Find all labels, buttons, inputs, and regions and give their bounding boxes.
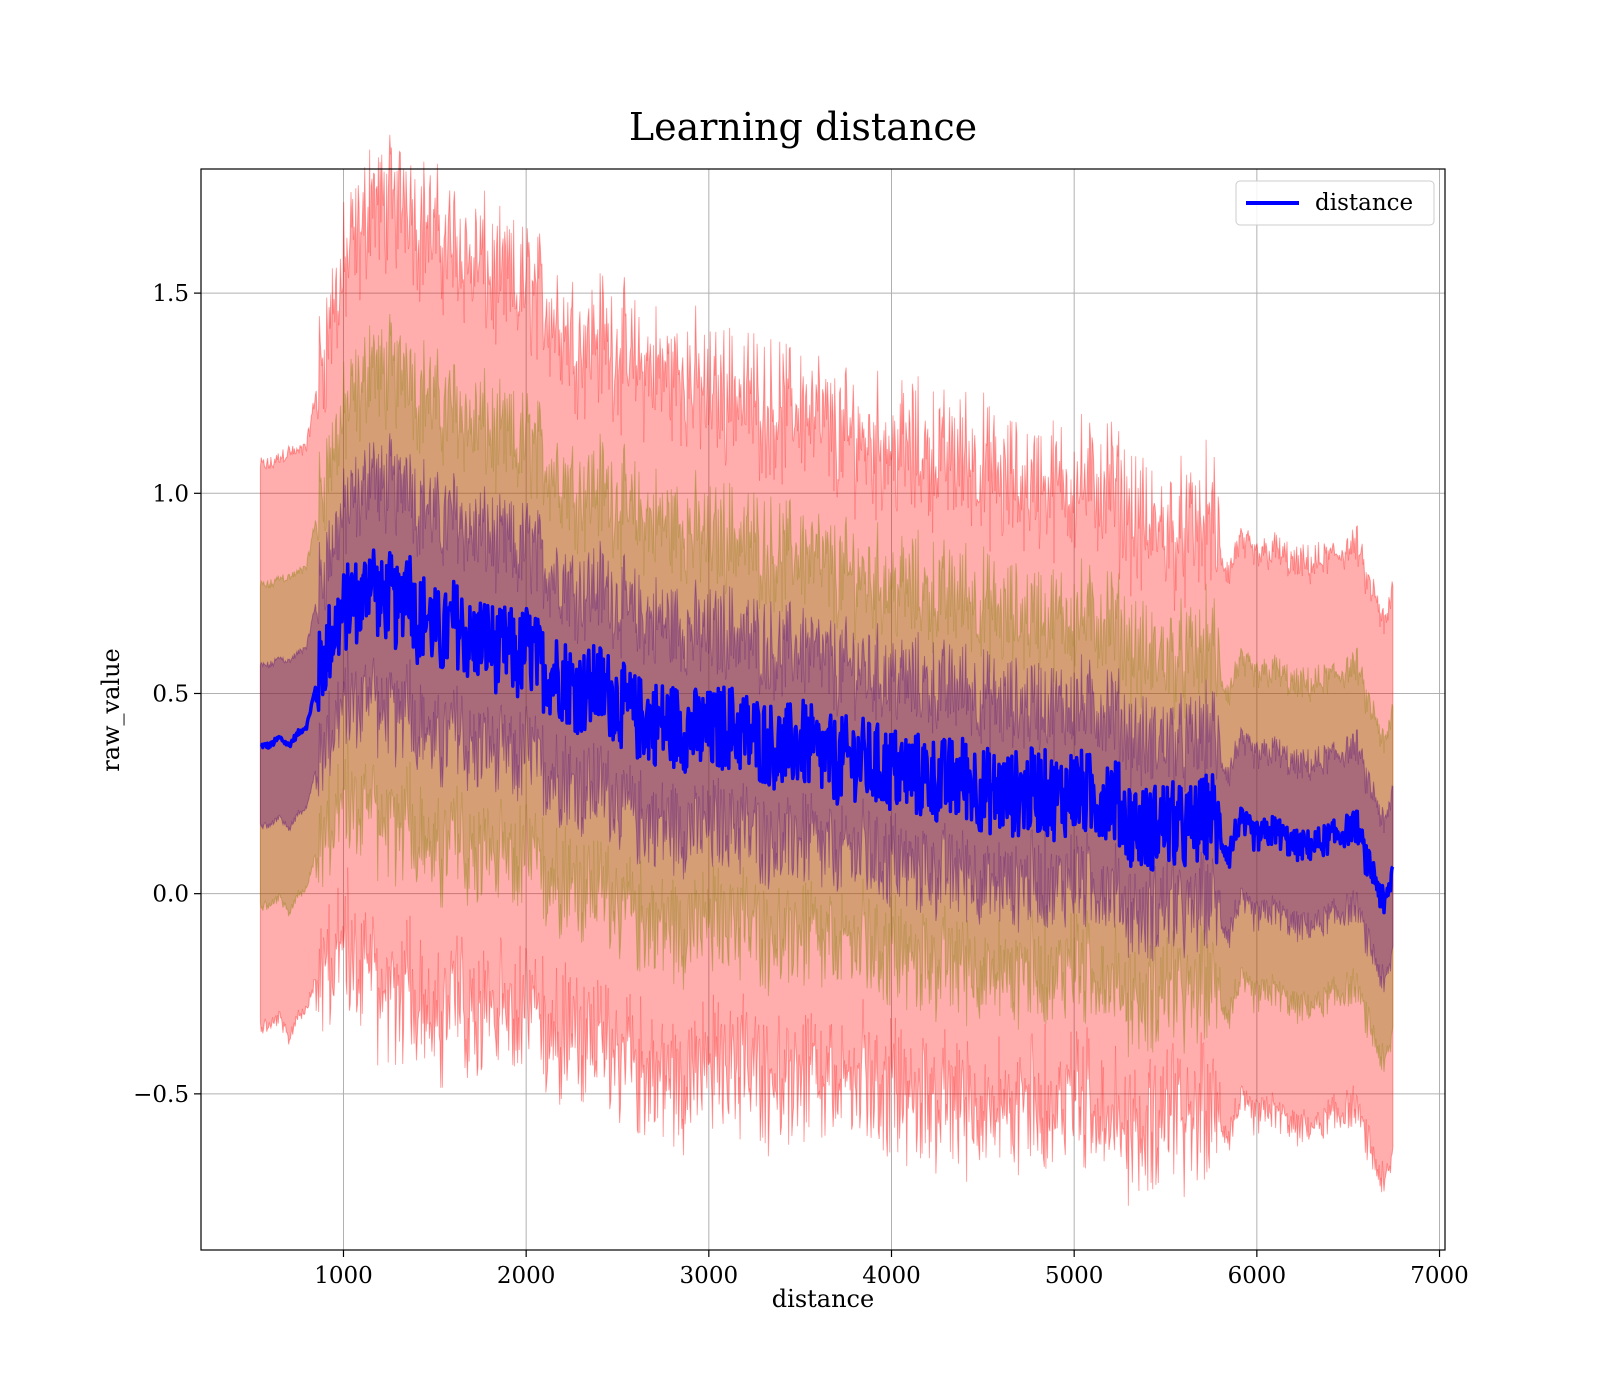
x-tick-label-1000: 1000 xyxy=(314,1263,373,1289)
y-tick-label-1.5: 1.5 xyxy=(152,281,189,307)
band-1 xyxy=(259,433,1394,993)
x-tick-label-7000: 7000 xyxy=(1410,1263,1469,1289)
legend-label-distance: distance xyxy=(1315,190,1413,216)
y-tick-label--0.5: −0.5 xyxy=(133,1082,189,1108)
band-2 xyxy=(259,313,1394,1072)
plot-area-frame xyxy=(200,168,1446,1251)
band-layer xyxy=(259,134,1394,1206)
x-tick-label-6000: 6000 xyxy=(1228,1263,1287,1289)
legend-box xyxy=(1235,180,1435,226)
y-tick-label-0: 0.0 xyxy=(152,882,189,908)
grid-layer xyxy=(201,169,1445,1250)
x-axis-label: distance xyxy=(772,1285,874,1313)
y-tick-label-1: 1.0 xyxy=(152,481,189,507)
x-tick-label-5000: 5000 xyxy=(1045,1263,1104,1289)
y-tick-label-0.5: 0.5 xyxy=(152,681,189,707)
legend: distance xyxy=(1235,180,1435,226)
x-tick-label-2000: 2000 xyxy=(497,1263,556,1289)
band-3 xyxy=(259,134,1394,1206)
x-tick-label-4000: 4000 xyxy=(862,1263,921,1289)
series-line-distance xyxy=(259,548,1395,915)
tick-layer: 1000 2000 3000 4000 5000 6000 7000 −0.5 0.0 0.5 1.… xyxy=(133,281,1469,1289)
y-axis-label: raw_value xyxy=(97,648,125,772)
x-tick-label-3000: 3000 xyxy=(680,1263,739,1289)
line-layer xyxy=(259,548,1395,915)
chart-title: Learning distance xyxy=(629,105,977,149)
